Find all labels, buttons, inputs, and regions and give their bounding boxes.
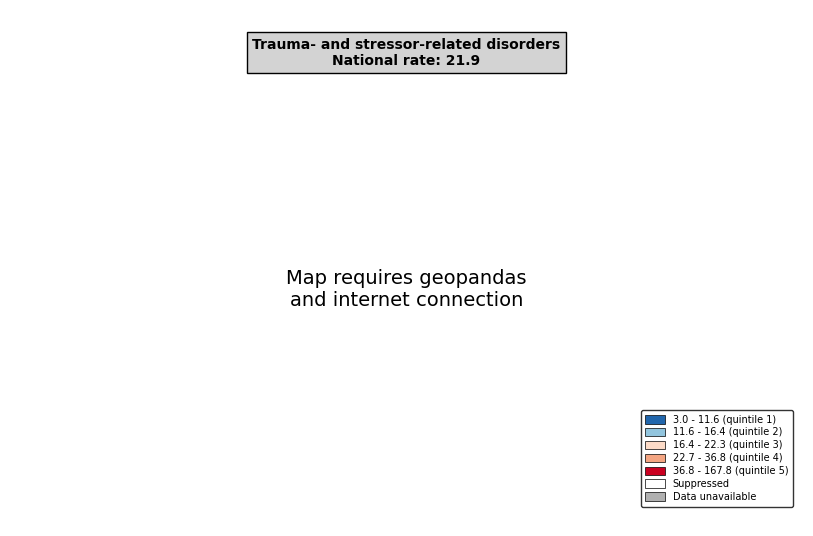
Text: Trauma- and stressor-related disorders
National rate: 21.9: Trauma- and stressor-related disorders N… xyxy=(253,38,560,68)
Legend: 3.0 - 11.6 (quintile 1), 11.6 - 16.4 (quintile 2), 16.4 - 22.3 (quintile 3), 22.: 3.0 - 11.6 (quintile 1), 11.6 - 16.4 (qu… xyxy=(641,410,793,507)
Text: Map requires geopandas
and internet connection: Map requires geopandas and internet conn… xyxy=(286,269,527,310)
